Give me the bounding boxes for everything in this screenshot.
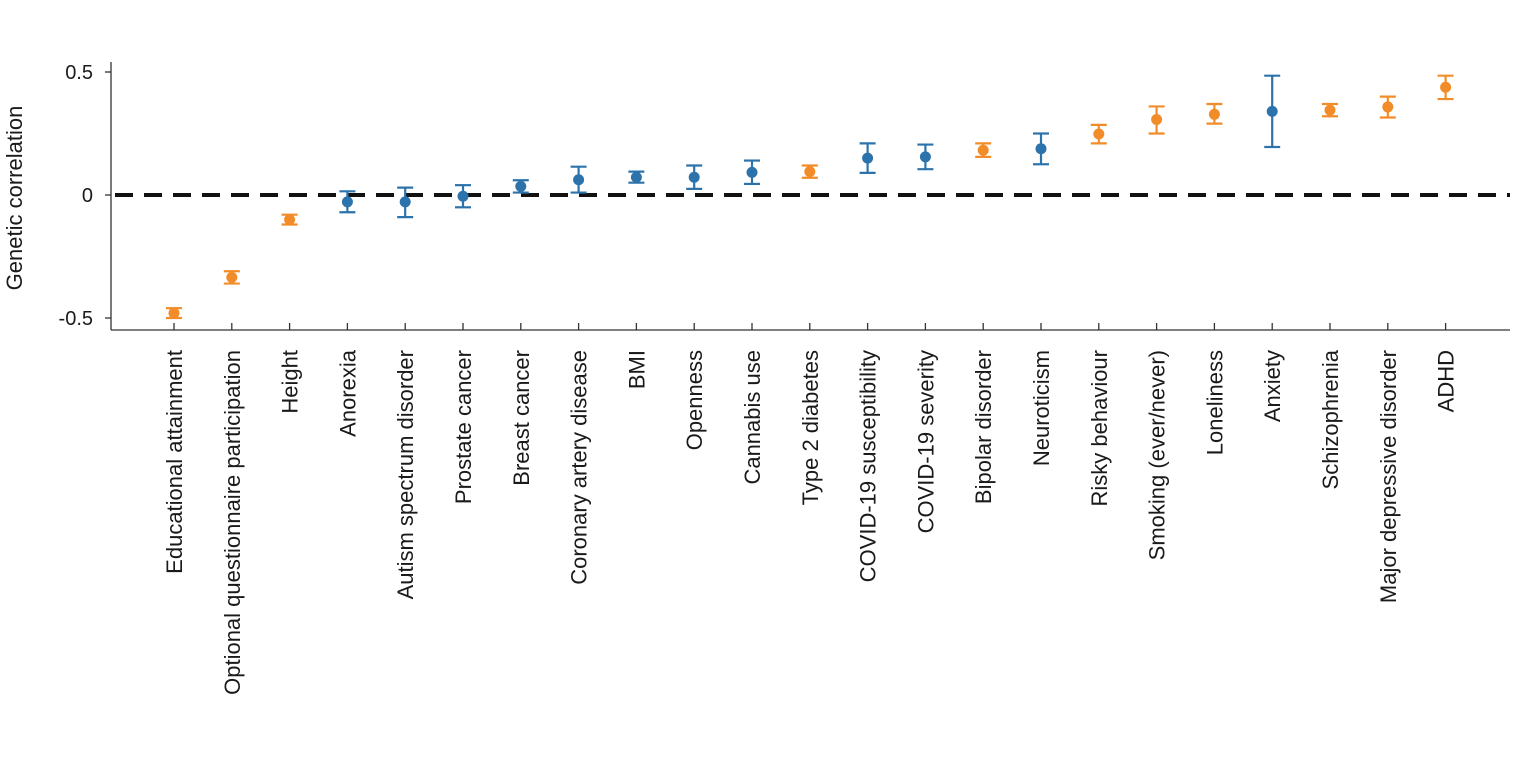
data-point-group xyxy=(801,164,818,179)
data-point-group xyxy=(917,143,934,171)
category-label: ADHD xyxy=(1434,350,1459,412)
data-point xyxy=(284,214,296,226)
category-label: Prostate cancer xyxy=(451,350,476,504)
data-point xyxy=(1151,113,1163,125)
data-point xyxy=(573,174,585,186)
data-point xyxy=(168,307,180,319)
y-tick-label: 0 xyxy=(82,185,93,207)
category-label: Type 2 diabetes xyxy=(798,350,823,505)
category-label: Smoking (ever/never) xyxy=(1145,350,1170,560)
data-point xyxy=(457,190,469,202)
category-label: Height xyxy=(278,350,303,414)
data-point xyxy=(1324,104,1336,116)
data-point-group xyxy=(281,213,298,226)
data-point-group xyxy=(166,307,182,320)
category-label: Optional questionnaire participation xyxy=(220,350,245,695)
data-point xyxy=(1208,108,1220,120)
data-point xyxy=(746,166,758,178)
data-point xyxy=(1440,81,1452,93)
data-point xyxy=(977,144,989,156)
data-point-group xyxy=(1264,74,1281,149)
data-point-group xyxy=(859,142,876,174)
data-point-group xyxy=(397,186,414,219)
data-point-group xyxy=(975,142,992,158)
data-point xyxy=(1382,101,1394,113)
data-point xyxy=(515,180,527,192)
data-point xyxy=(341,196,353,208)
data-point xyxy=(630,171,642,183)
data-point xyxy=(804,166,816,178)
points-layer xyxy=(166,74,1454,320)
data-point xyxy=(919,151,931,163)
category-label: Anorexia xyxy=(335,349,360,437)
data-point-group xyxy=(1437,74,1454,101)
data-point-group xyxy=(1322,102,1338,118)
category-label: Risky behaviour xyxy=(1087,350,1112,507)
category-label: Breast cancer xyxy=(509,350,534,486)
category-label: Schizophrenia xyxy=(1318,349,1343,489)
data-point xyxy=(1035,143,1047,155)
category-label: Major depressive disorder xyxy=(1376,350,1401,603)
data-point-group xyxy=(744,159,760,186)
category-label: COVID-19 susceptibility xyxy=(856,350,881,582)
data-point-group xyxy=(223,270,240,285)
data-point-group xyxy=(1206,102,1223,125)
category-label: Bipolar disorder xyxy=(971,350,996,504)
category-label: Autism spectrum disorder xyxy=(393,350,418,599)
data-point xyxy=(1266,105,1278,117)
data-point-group xyxy=(455,184,471,209)
data-point xyxy=(1093,128,1105,140)
category-labels-layer: Educational attainment Optional questionn… xyxy=(162,349,1459,695)
data-point-group xyxy=(339,190,356,214)
category-label: Cannabis use xyxy=(740,350,765,485)
data-point-group xyxy=(1090,123,1107,145)
category-label: Educational attainment xyxy=(162,350,187,574)
category-label: Coronary artery disease xyxy=(567,350,592,585)
y-tick-label: -0.5 xyxy=(59,308,93,330)
category-label: BMI xyxy=(624,350,649,389)
category-label: Anxiety xyxy=(1260,350,1285,422)
category-label: Loneliness xyxy=(1202,350,1227,455)
data-point-group xyxy=(512,179,529,194)
y-tick-label: 0.5 xyxy=(65,62,93,84)
data-point xyxy=(862,152,874,164)
data-point xyxy=(688,171,700,183)
axes-layer: -0.5 0 0.5 xyxy=(59,62,1510,331)
data-point-group xyxy=(1379,95,1396,119)
data-point-group xyxy=(1033,132,1049,166)
y-axis-title: Genetic correlation xyxy=(2,106,27,291)
category-label: Openness xyxy=(682,350,707,450)
data-point-group xyxy=(628,170,645,184)
data-point-group xyxy=(1148,105,1165,135)
data-point xyxy=(399,196,411,208)
data-point-group xyxy=(686,164,703,190)
category-label: COVID-19 severity xyxy=(913,350,938,533)
data-point-group xyxy=(570,165,587,194)
category-label: Neuroticism xyxy=(1029,350,1054,466)
data-point xyxy=(226,271,238,283)
